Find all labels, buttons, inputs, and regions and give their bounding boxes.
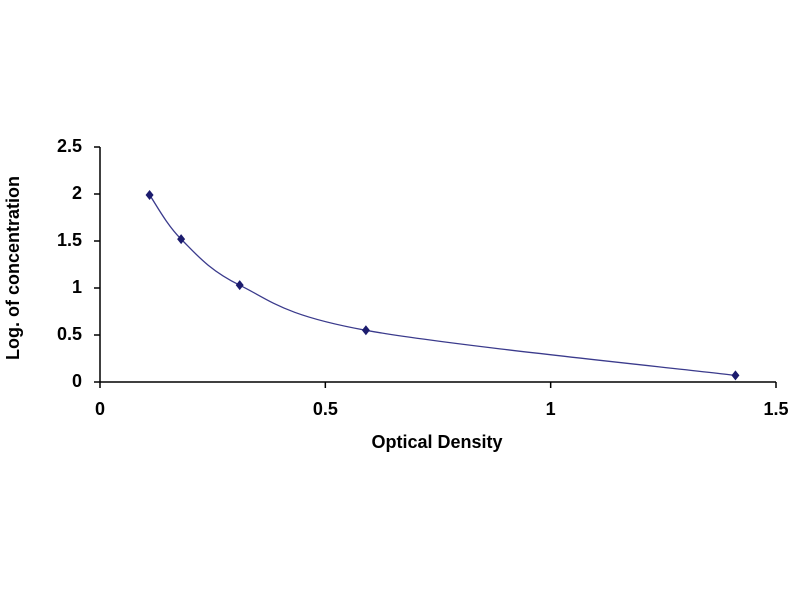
y-tick-label: 0 (72, 371, 82, 391)
x-tick-label: 1 (546, 399, 556, 419)
data-point (145, 189, 154, 200)
y-tick-label: 2.5 (57, 136, 82, 156)
y-tick-label: 1.5 (57, 230, 82, 250)
x-axis-label: Optical Density (371, 432, 502, 452)
data-point (177, 234, 186, 245)
y-tick-label: 2 (72, 183, 82, 203)
x-tick-label: 0.5 (313, 399, 338, 419)
y-tick-label: 1 (72, 277, 82, 297)
data-point (731, 370, 740, 381)
y-tick-label: 0.5 (57, 324, 82, 344)
x-tick-label: 1.5 (763, 399, 788, 419)
data-point (361, 325, 370, 336)
x-tick-label: 0 (95, 399, 105, 419)
data-point (235, 280, 244, 291)
y-axis-label: Log. of concentration (3, 176, 23, 360)
